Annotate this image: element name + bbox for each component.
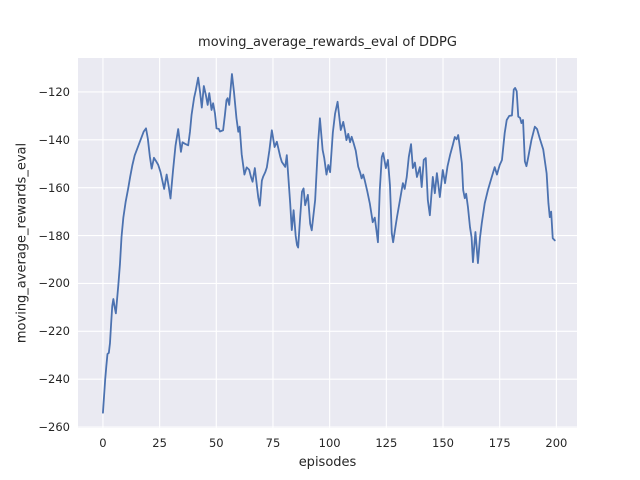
x-tick-label: 150 <box>432 436 454 450</box>
y-tick-label: −200 <box>38 276 70 291</box>
y-axis-label: moving_average_rewards_eval <box>14 142 30 344</box>
y-tick-label: −140 <box>38 132 70 147</box>
y-tick-label: −260 <box>38 420 70 435</box>
y-tick-label: −160 <box>38 180 70 195</box>
y-tick-label: −240 <box>38 372 70 387</box>
series-line <box>102 73 556 414</box>
chart-title: moving_average_rewards_eval of DDPG <box>198 35 457 50</box>
chart-canvas <box>78 58 577 428</box>
x-tick-label: 175 <box>488 436 511 450</box>
x-tick-label: 100 <box>318 436 341 450</box>
x-tick-label: 125 <box>375 436 398 450</box>
y-tick-label: −180 <box>38 228 70 243</box>
x-axis-label: episodes <box>298 455 357 470</box>
x-tick-label: 200 <box>545 436 568 450</box>
x-tick-label: 25 <box>152 436 167 450</box>
plot-background <box>78 58 577 428</box>
y-tick-label: −120 <box>38 84 70 99</box>
x-tick-label: 0 <box>99 436 107 450</box>
y-tick-label: −220 <box>38 324 70 339</box>
plot-area <box>78 58 577 428</box>
x-tick-label: 75 <box>265 436 281 450</box>
x-tick-label: 50 <box>208 436 224 450</box>
